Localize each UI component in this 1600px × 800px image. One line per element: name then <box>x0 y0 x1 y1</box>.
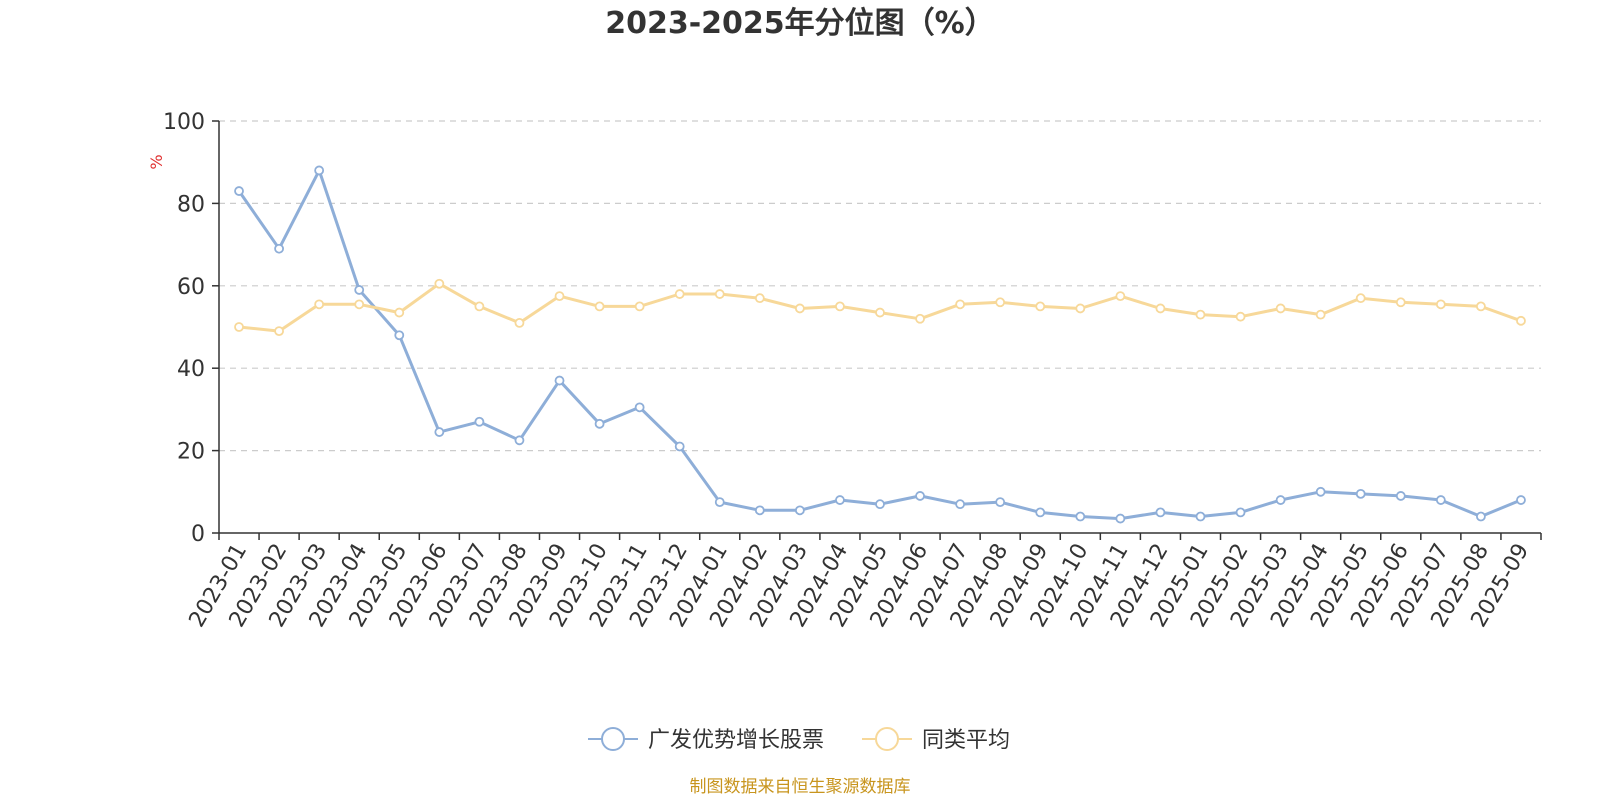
legend-label: 同类平均 <box>922 728 1010 753</box>
data-point <box>1075 303 1086 314</box>
data-point <box>674 441 685 452</box>
data-point <box>1435 299 1446 310</box>
data-point <box>1195 511 1206 522</box>
legend-item-1[interactable]: 广发优势增长股票 <box>588 727 824 753</box>
axes: 020406080100%2023-012023-022023-032023-0… <box>147 110 1542 632</box>
data-point <box>474 416 485 427</box>
data-point <box>394 307 405 318</box>
data-point <box>1275 303 1286 314</box>
data-point <box>995 497 1006 508</box>
data-point <box>274 243 284 254</box>
data-point <box>434 278 445 289</box>
data-point <box>514 317 525 328</box>
data-point <box>554 291 565 302</box>
data-point <box>1516 495 1526 505</box>
y-tick-label: 20 <box>177 440 205 465</box>
data-point <box>314 299 325 310</box>
data-source-note: 制图数据来自恒生聚源数据库 <box>689 777 911 797</box>
series-1 <box>234 165 1526 524</box>
data-point <box>1075 511 1086 522</box>
data-point <box>1395 491 1406 501</box>
chart-title: 2023-2025年分位图（%） <box>605 6 995 41</box>
data-point <box>995 297 1006 308</box>
data-point <box>234 186 244 196</box>
data-point <box>714 289 725 299</box>
data-point <box>394 330 405 341</box>
data-point <box>1115 513 1126 524</box>
y-tick-label: 40 <box>177 357 205 382</box>
data-point <box>554 375 565 386</box>
data-point <box>434 427 445 437</box>
series-2 <box>234 278 1526 337</box>
data-point <box>594 418 605 429</box>
data-point <box>1155 303 1166 314</box>
data-point <box>875 307 885 318</box>
data-point <box>754 505 765 516</box>
legend-marker <box>875 727 899 751</box>
legend-label: 广发优势增长股票 <box>648 728 824 753</box>
data-point <box>634 402 645 413</box>
data-point <box>274 326 284 337</box>
data-point <box>1195 309 1206 320</box>
data-point <box>1395 297 1406 308</box>
data-point <box>1476 511 1486 522</box>
data-point <box>1035 301 1046 312</box>
grid-lines <box>219 120 1541 452</box>
series-line <box>237 168 1522 521</box>
data-point <box>354 285 365 295</box>
data-point <box>1315 486 1326 497</box>
legend-item-2[interactable]: 同类平均 <box>862 727 1010 753</box>
data-point <box>634 301 645 312</box>
legend[interactable]: 广发优势增长股票 同类平均 <box>588 727 1010 753</box>
data-point <box>594 301 605 312</box>
data-point <box>835 301 845 312</box>
data-point <box>1115 291 1126 302</box>
data-point <box>514 435 525 446</box>
data-point <box>794 303 805 314</box>
data-point <box>1435 495 1446 505</box>
data-point <box>875 499 885 510</box>
data-point <box>1476 301 1486 312</box>
y-tick-label: 80 <box>177 192 205 217</box>
data-point <box>754 293 765 304</box>
data-point <box>955 299 966 310</box>
y-tick-label: 0 <box>191 522 205 547</box>
data-point <box>835 495 845 505</box>
data-point <box>674 289 685 299</box>
data-point <box>1315 309 1326 320</box>
data-point <box>955 499 966 510</box>
data-point <box>915 491 925 501</box>
data-point <box>1235 507 1246 518</box>
data-point <box>794 505 805 516</box>
data-point <box>474 301 485 312</box>
y-tick-label: 60 <box>177 275 205 300</box>
data-point <box>714 497 725 508</box>
data-point <box>354 299 365 310</box>
y-tick-label: 100 <box>163 110 205 135</box>
series-lines <box>234 165 1526 524</box>
data-point <box>1355 293 1366 304</box>
data-point <box>915 313 925 324</box>
data-point <box>1235 311 1246 322</box>
data-point <box>1516 315 1526 326</box>
y-axis-label: % <box>147 154 166 169</box>
data-point <box>1275 495 1286 505</box>
data-point <box>314 165 325 176</box>
data-point <box>1155 507 1166 518</box>
legend-marker <box>601 727 625 751</box>
series-line <box>238 282 1522 333</box>
data-point <box>1035 507 1046 518</box>
data-point <box>234 322 244 332</box>
data-point <box>1355 488 1366 499</box>
